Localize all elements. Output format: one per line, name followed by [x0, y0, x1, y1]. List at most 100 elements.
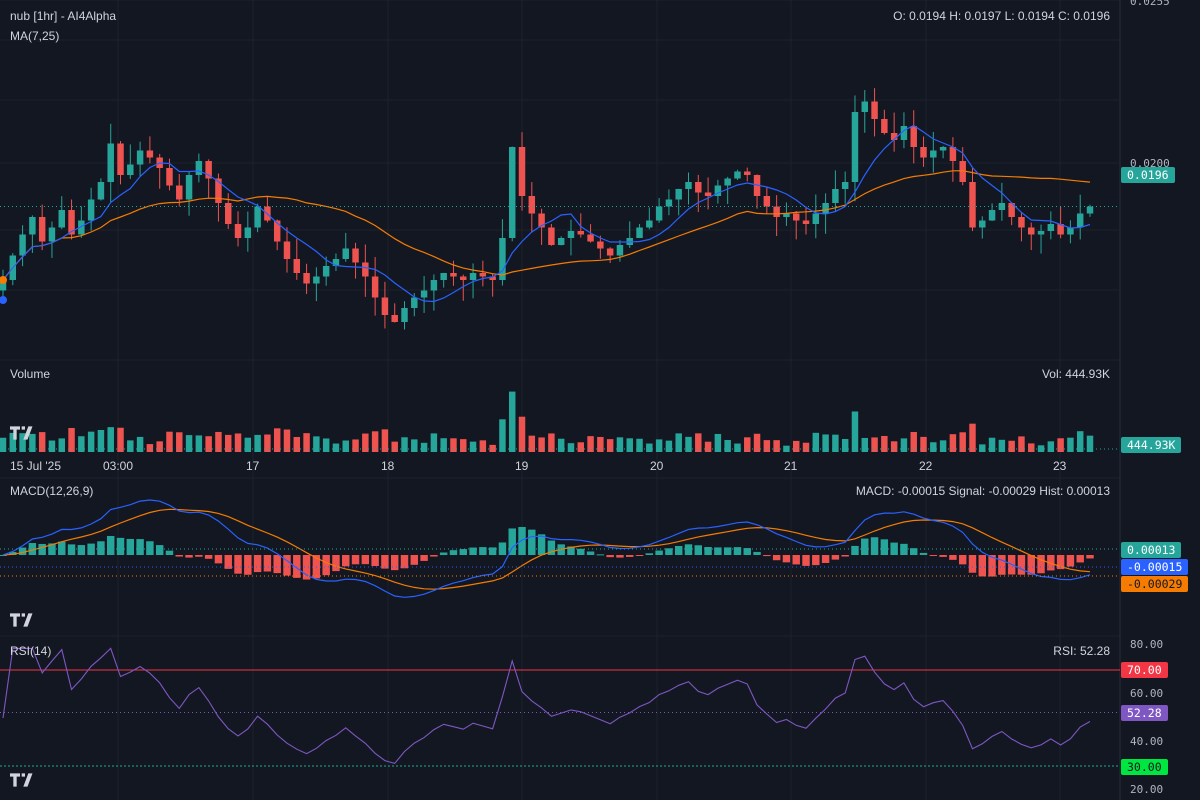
candle-body: [205, 161, 212, 179]
macd-hist-bar: [958, 555, 967, 565]
macd-hist-bar: [919, 552, 928, 555]
candle-body: [283, 241, 291, 259]
rsi-axis-60: 60.00: [1130, 687, 1164, 700]
volume-bar: [283, 429, 291, 452]
volume-bar: [851, 411, 859, 452]
volume-bar: [1028, 443, 1035, 452]
candle-body: [68, 210, 75, 235]
macd-hist-bar: [645, 553, 654, 555]
candle-body: [832, 189, 839, 203]
candle-body: [273, 220, 281, 242]
candle-body: [479, 273, 487, 277]
time-axis-label: 03:00: [103, 459, 134, 473]
macd-hist-bar: [567, 546, 575, 555]
candle-body: [1028, 227, 1035, 235]
volume-bar: [557, 438, 565, 452]
candle-body: [499, 238, 506, 280]
candle-body: [783, 213, 790, 217]
candle-body: [851, 112, 859, 182]
volume-bar: [616, 437, 624, 452]
macd-hist-bar: [616, 555, 624, 558]
ma-label: MA(7,25): [10, 29, 60, 43]
volume-bar: [753, 433, 761, 452]
macd-hist-bar: [283, 555, 291, 576]
candle-body: [665, 199, 673, 207]
candle-body: [460, 276, 467, 280]
volume-bar: [724, 439, 731, 452]
candle-body: [19, 234, 26, 256]
candle-body: [685, 182, 692, 189]
candle-body: [508, 147, 516, 238]
macd-readout: MACD: -0.00015 Signal: -0.00029 Hist: 0.…: [855, 484, 1110, 498]
candle-body: [744, 171, 751, 175]
volume-bar: [655, 439, 663, 452]
macd-hist-bar: [577, 548, 585, 555]
candle-body: [469, 273, 477, 280]
time-axis-label: 19: [515, 459, 529, 473]
volume-bar: [176, 432, 183, 452]
macd-hist-bar: [498, 542, 507, 555]
time-axis-label: 17: [246, 459, 260, 473]
volume-bar: [9, 432, 17, 452]
macd-hist-bar: [116, 537, 125, 555]
volume-bar: [146, 444, 154, 452]
macd-hist-bar: [146, 541, 154, 555]
macd-hist-bar: [733, 547, 742, 555]
candle-body: [939, 147, 947, 151]
ma-fast-line: [2, 124, 1091, 303]
time-axis-label: 15 Jul '25: [10, 459, 61, 473]
volume-bar: [401, 437, 408, 452]
volume-bar: [68, 427, 75, 452]
candle-body: [381, 297, 389, 315]
ma-slow-dot: [0, 276, 7, 284]
candle-body: [646, 220, 653, 228]
macd-hist-bar: [459, 549, 467, 555]
time-axis-label: 23: [1053, 459, 1067, 473]
rsi-axis-80: 80.00: [1130, 638, 1164, 651]
volume-bar: [734, 443, 741, 452]
volume-bar: [342, 440, 349, 452]
macd-panel: [0, 499, 1120, 598]
macd-hist-bar: [469, 547, 477, 555]
candle-body: [420, 290, 428, 298]
volume-bar: [322, 438, 330, 452]
candle-body: [391, 315, 398, 322]
macd-hist-bar: [351, 555, 360, 565]
volume-bar: [332, 443, 340, 452]
candle-body: [920, 147, 927, 158]
candle-body: [234, 224, 242, 238]
macd-hist-tag: 0.00013: [1121, 542, 1182, 558]
macd-hist-bar: [449, 550, 458, 555]
volume-bar: [773, 440, 780, 452]
macd-hist-bar: [126, 538, 135, 555]
volume-bar: [822, 434, 829, 452]
candle-body: [146, 150, 154, 158]
volume-bar: [362, 433, 369, 452]
volume-bar: [685, 436, 692, 452]
macd-hist-bar: [410, 555, 419, 565]
macd-hist-bar: [528, 529, 536, 555]
candle-body: [176, 185, 183, 200]
candle-body: [322, 266, 330, 277]
rsi-readout: RSI: 52.28: [1053, 644, 1110, 658]
candle-body: [841, 182, 849, 189]
macd-hist-bar: [273, 555, 281, 574]
macd-hist-bar: [9, 551, 17, 555]
volume-bar: [38, 432, 46, 452]
volume-bar: [450, 438, 457, 452]
macd-hist-bar: [77, 545, 86, 555]
volume-bar: [626, 438, 633, 452]
candle-body: [518, 147, 526, 196]
macd-hist-bar: [910, 548, 918, 555]
macd-hist-bar: [988, 555, 996, 577]
macd-hist-bar: [508, 528, 516, 555]
volume-bar: [78, 436, 85, 452]
volume-bar: [998, 439, 1006, 452]
macd-hist-bar: [87, 543, 95, 555]
volume-bar: [518, 416, 526, 452]
volume-bar: [910, 431, 917, 452]
volume-bar: [881, 435, 888, 452]
candle-body: [861, 101, 868, 112]
volume-bar: [411, 439, 418, 452]
macd-signal-line: [2, 508, 1091, 590]
